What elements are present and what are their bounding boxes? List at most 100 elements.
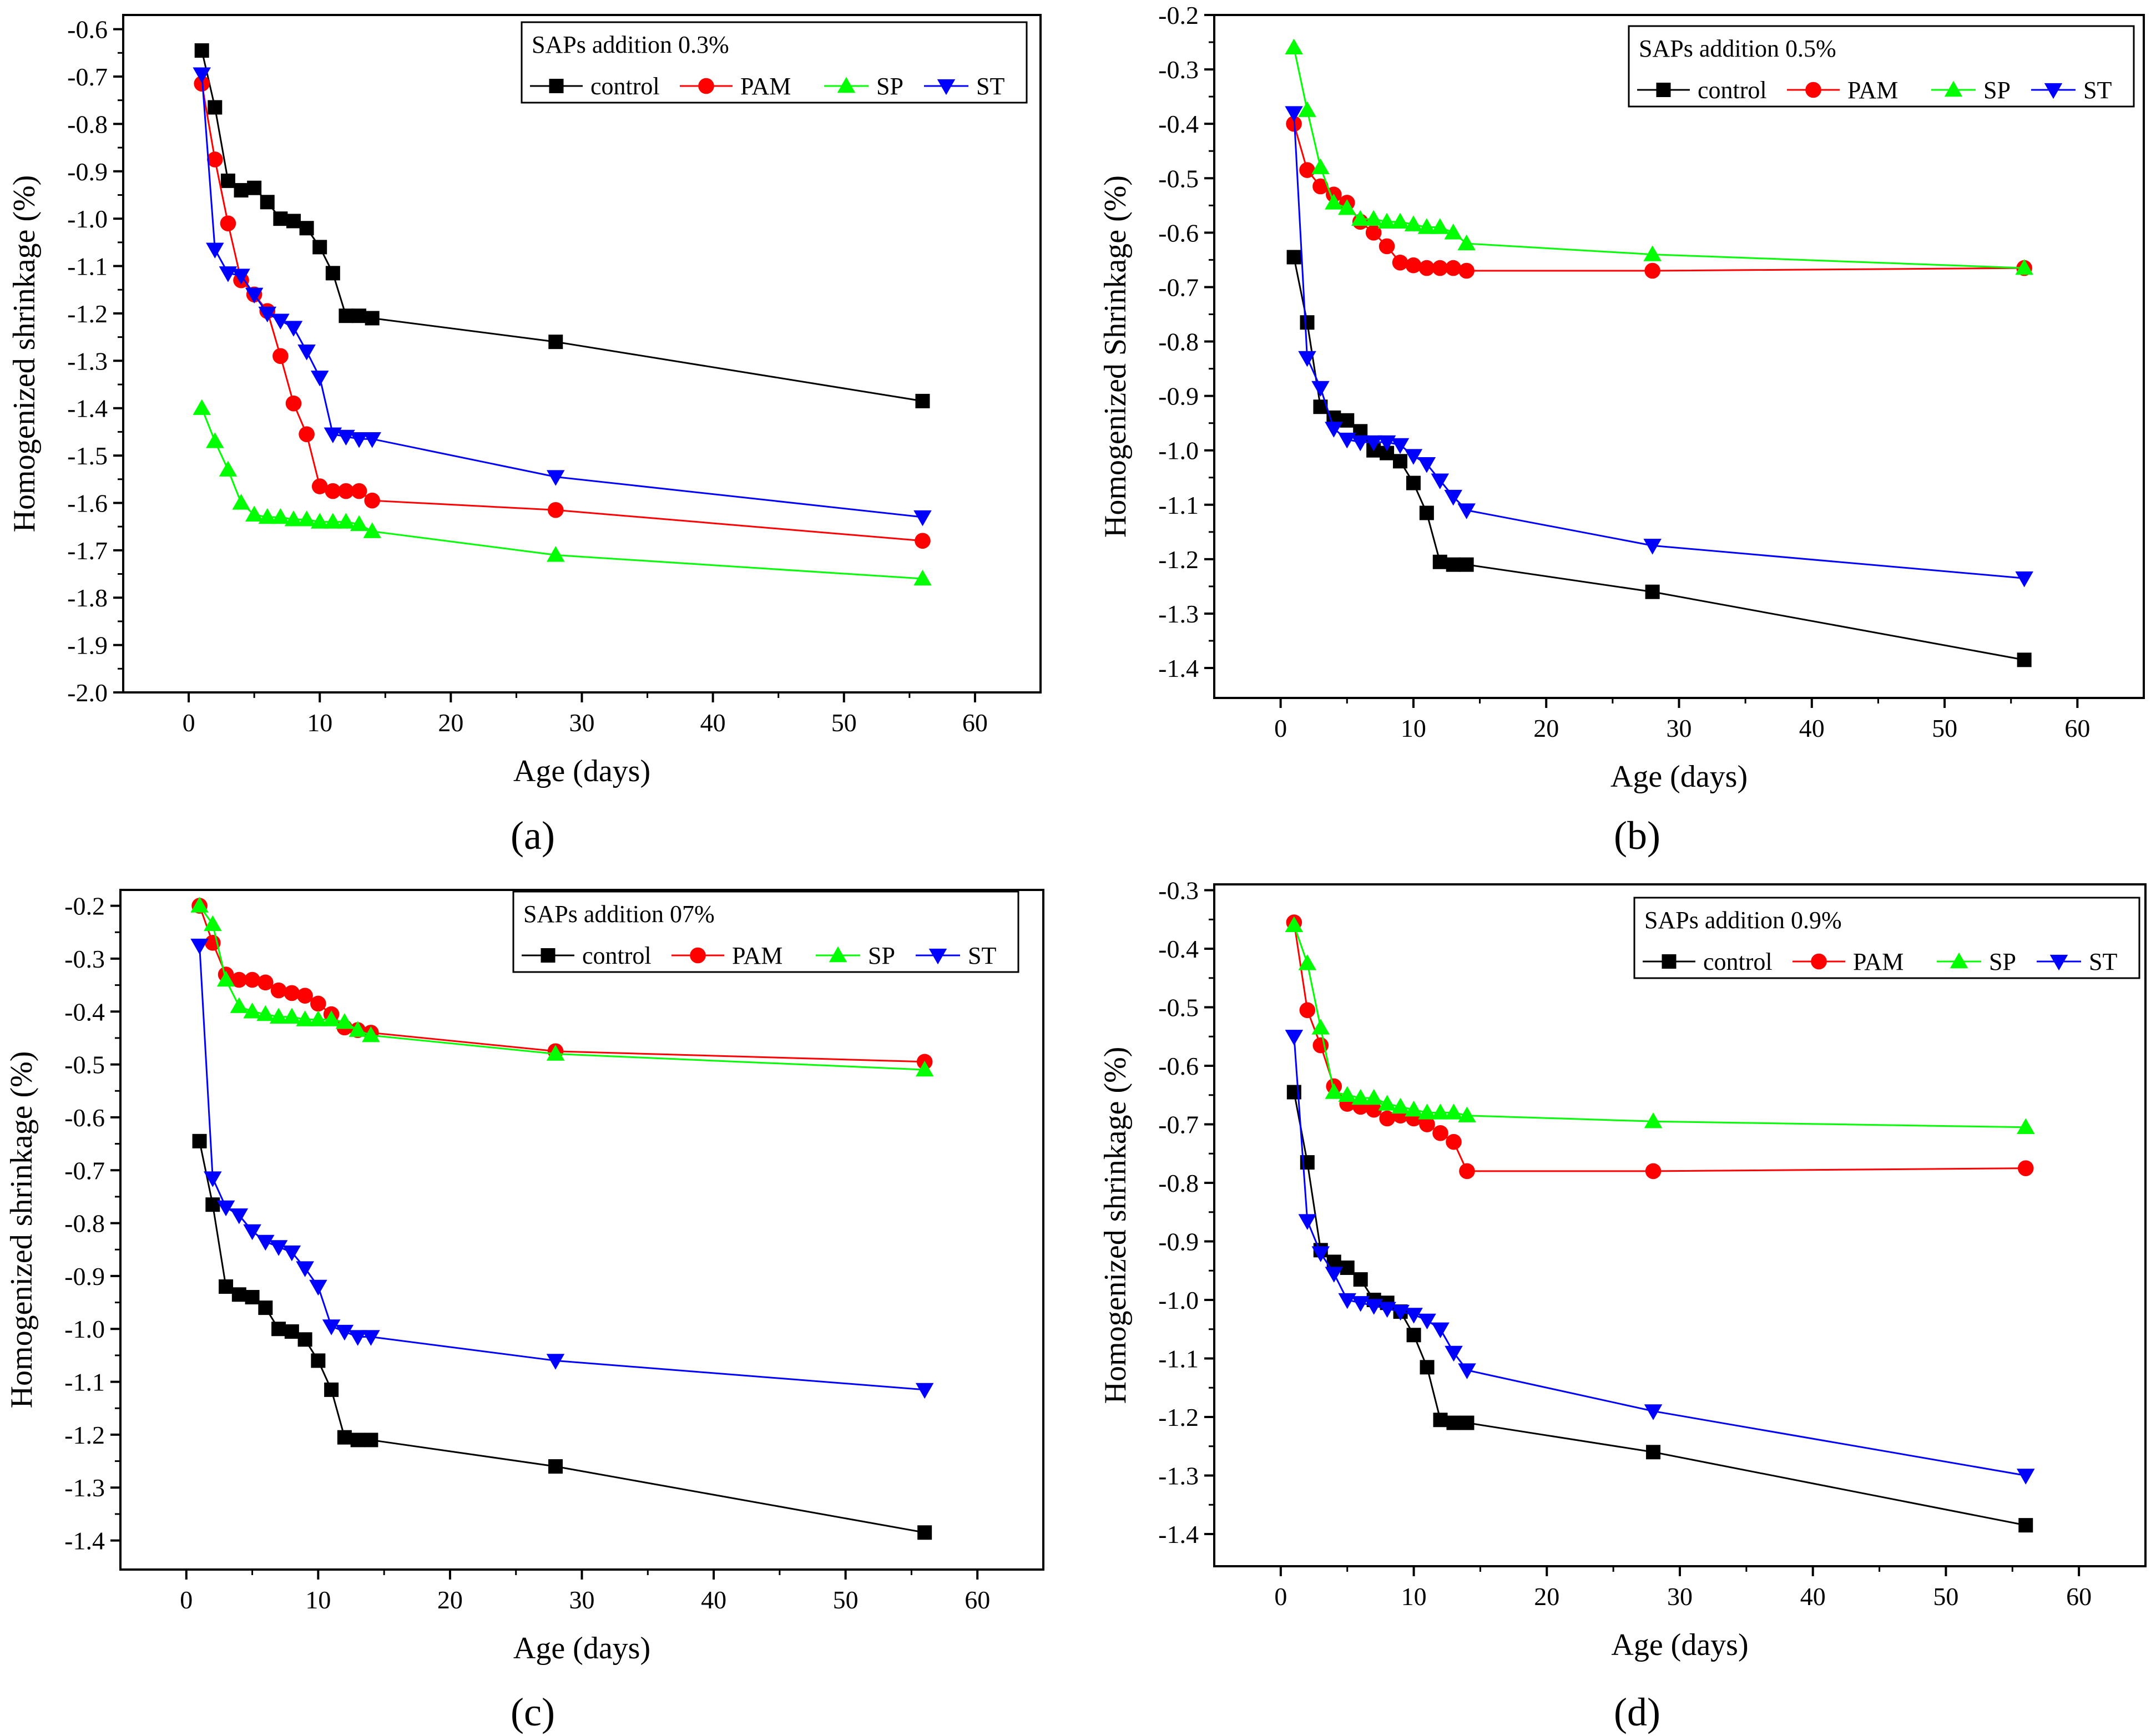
data-point-sp bbox=[1431, 218, 1450, 234]
data-point-pam bbox=[284, 985, 300, 1001]
data-point-st bbox=[284, 321, 303, 337]
y-tick-label: -0.6 bbox=[1158, 219, 1199, 247]
data-point-control bbox=[205, 1197, 220, 1212]
data-point-st bbox=[1457, 503, 1476, 519]
data-point-pam bbox=[1405, 257, 1422, 274]
data-point-sp bbox=[230, 997, 249, 1013]
data-point-sp bbox=[190, 897, 209, 913]
y-tick-label: -1.3 bbox=[1158, 1461, 1199, 1490]
legend-marker-pam bbox=[1811, 953, 1827, 970]
data-point-sp bbox=[1444, 224, 1462, 240]
data-point-st bbox=[1325, 1267, 1343, 1283]
data-point-control bbox=[208, 100, 223, 115]
data-point-control bbox=[231, 1287, 246, 1302]
data-point-st bbox=[362, 1330, 380, 1346]
data-point-control bbox=[1646, 1445, 1661, 1460]
legend-label-control: control bbox=[1698, 77, 1767, 104]
data-point-sp bbox=[2015, 259, 2033, 275]
x-tick-label: 50 bbox=[831, 708, 857, 737]
y-tick-label: -1.2 bbox=[1158, 545, 1199, 574]
data-point-control bbox=[1406, 475, 1421, 490]
x-tick-label: 10 bbox=[307, 708, 332, 737]
series-line-pam bbox=[1293, 123, 2024, 272]
data-point-pam bbox=[1432, 1125, 1448, 1141]
legend-marker-sp bbox=[829, 946, 847, 963]
x-tick-label: 50 bbox=[833, 1586, 859, 1614]
data-point-st bbox=[324, 427, 342, 443]
x-tick-label: 50 bbox=[1933, 1582, 1958, 1611]
legend-title: SAPs addition 0.5% bbox=[1639, 35, 1836, 62]
data-point-st bbox=[1365, 1299, 1383, 1315]
x-tick-label: 20 bbox=[438, 708, 463, 737]
legend-marker-control bbox=[1656, 83, 1671, 97]
y-tick-label: -0.7 bbox=[64, 1156, 105, 1185]
data-point-control bbox=[1353, 1272, 1368, 1287]
y-tick-label: -2.0 bbox=[67, 679, 108, 707]
data-point-st bbox=[1431, 1322, 1450, 1339]
data-point-pam bbox=[915, 533, 931, 549]
data-point-st bbox=[1644, 1404, 1663, 1420]
legend-label-control: control bbox=[590, 73, 660, 100]
data-point-control bbox=[337, 1430, 352, 1445]
data-point-st bbox=[1351, 1296, 1370, 1312]
data-point-st bbox=[2017, 1469, 2035, 1485]
data-point-pam bbox=[257, 974, 274, 991]
data-point-control bbox=[219, 1279, 234, 1294]
data-point-sp bbox=[258, 508, 277, 524]
y-tick-label: -1.3 bbox=[67, 347, 108, 375]
y-tick-label: -0.8 bbox=[1158, 1169, 1199, 1197]
data-point-control bbox=[1300, 315, 1315, 330]
data-point-sp bbox=[547, 546, 565, 562]
data-point-pam bbox=[1432, 260, 1448, 276]
data-point-st bbox=[206, 242, 224, 259]
data-point-st bbox=[1364, 435, 1383, 452]
data-point-sp bbox=[337, 513, 355, 529]
plot-frame bbox=[1213, 14, 2145, 699]
data-point-st bbox=[271, 313, 290, 330]
series-line-st bbox=[201, 74, 923, 518]
legend-label-sp: SP bbox=[1989, 948, 2016, 975]
y-tick-label: -0.5 bbox=[1158, 994, 1199, 1022]
data-point-st bbox=[256, 1234, 275, 1251]
data-point-sp bbox=[245, 505, 264, 522]
data-point-sp bbox=[1364, 210, 1383, 226]
data-point-st bbox=[1338, 432, 1356, 449]
y-tick-label: -1.2 bbox=[64, 1421, 105, 1449]
y-tick-label: -0.9 bbox=[64, 1262, 105, 1290]
y-tick-label: -0.2 bbox=[1158, 1, 1199, 29]
panel-label: (b) bbox=[1614, 813, 1660, 858]
data-point-st bbox=[219, 266, 238, 282]
data-point-sp bbox=[1457, 234, 1476, 251]
data-point-sp bbox=[296, 1010, 314, 1026]
y-tick-label: -1.1 bbox=[1158, 491, 1199, 519]
data-point-pam bbox=[220, 215, 236, 231]
data-point-pam bbox=[272, 348, 289, 365]
data-point-pam bbox=[1458, 262, 1475, 279]
y-tick-label: -0.8 bbox=[64, 1209, 105, 1238]
data-point-control bbox=[258, 1300, 273, 1315]
data-point-st bbox=[1458, 1363, 1476, 1379]
data-point-control bbox=[339, 308, 354, 323]
data-point-sp bbox=[1431, 1104, 1450, 1120]
y-tick-label: -1.4 bbox=[1158, 654, 1199, 682]
y-tick-label: -1.0 bbox=[1158, 437, 1199, 465]
panel-label: (a) bbox=[511, 813, 555, 858]
data-point-st bbox=[1417, 457, 1436, 473]
chart-panel-b: 0 10 20 30 40 50 60 -1.4 -1.3 -1.2 -1.1 -1.0 -0.9 -0.… bbox=[1098, 1, 2145, 858]
data-point-sp bbox=[216, 970, 235, 987]
data-point-sp bbox=[1378, 1095, 1396, 1111]
y-tick-label: -0.9 bbox=[1158, 382, 1199, 411]
y-tick-label: -0.8 bbox=[1158, 328, 1199, 356]
data-point-st bbox=[322, 1319, 341, 1335]
legend-marker-sp bbox=[1950, 952, 1968, 969]
data-point-control bbox=[1432, 554, 1447, 569]
data-point-st bbox=[296, 1261, 314, 1277]
data-point-pam bbox=[2017, 1160, 2034, 1176]
data-point-control bbox=[1406, 1328, 1421, 1343]
data-point-control bbox=[1393, 454, 1407, 469]
data-point-st bbox=[258, 306, 277, 323]
data-point-st bbox=[297, 345, 316, 361]
plot-frame bbox=[119, 889, 1044, 1571]
data-point-control bbox=[350, 1433, 365, 1447]
data-point-st bbox=[1298, 351, 1316, 367]
